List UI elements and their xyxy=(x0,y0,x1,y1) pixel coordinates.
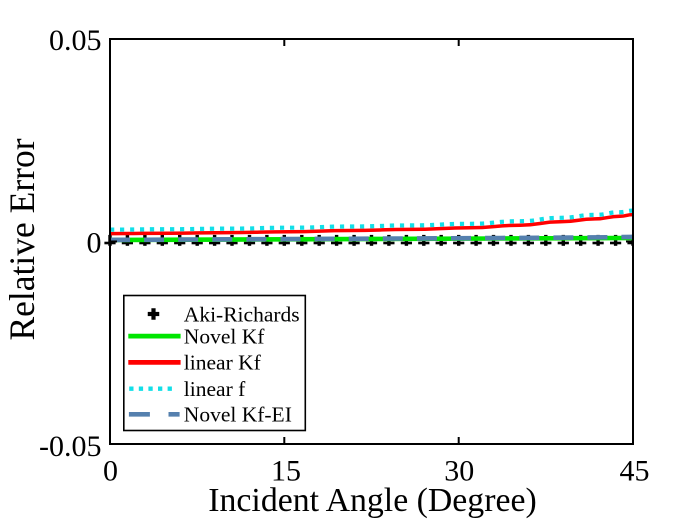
svg-text:0: 0 xyxy=(103,455,118,488)
svg-text:Novel Kf: Novel Kf xyxy=(184,324,265,348)
svg-text:linear Kf: linear Kf xyxy=(184,351,262,375)
svg-text:0.05: 0.05 xyxy=(49,24,102,57)
svg-text:-0.05: -0.05 xyxy=(39,430,102,463)
svg-text:linear f: linear f xyxy=(184,377,246,401)
svg-text:Aki-Richards: Aki-Richards xyxy=(184,302,300,326)
svg-text:15: 15 xyxy=(271,455,301,488)
svg-text:Relative Error: Relative Error xyxy=(2,138,42,340)
svg-text:Novel Kf-EI: Novel Kf-EI xyxy=(184,403,292,427)
svg-text:Incident Angle (Degree): Incident Angle (Degree) xyxy=(208,482,536,519)
svg-text:0: 0 xyxy=(87,227,102,260)
svg-text:30: 30 xyxy=(444,455,474,488)
svg-text:45: 45 xyxy=(620,455,650,488)
